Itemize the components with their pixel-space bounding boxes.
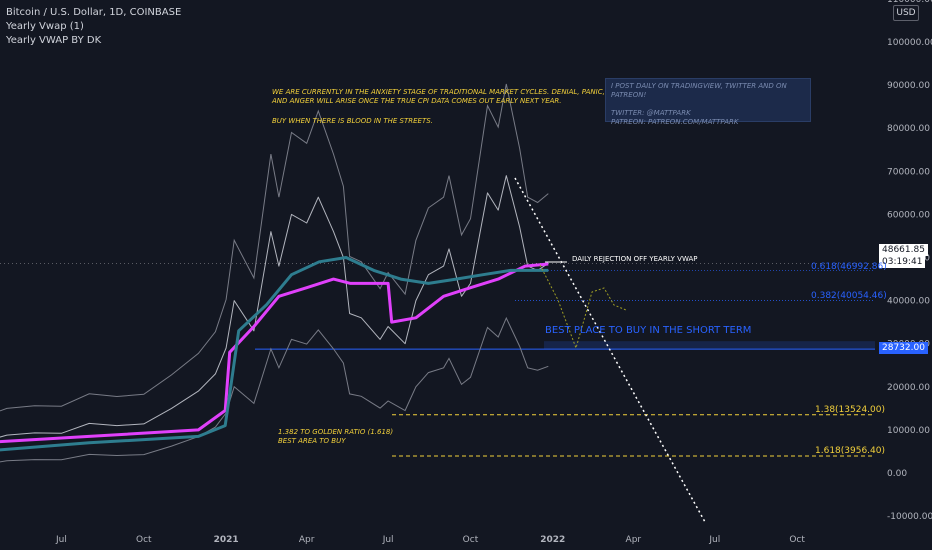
countdown-tag: 03:19:41 (879, 256, 926, 268)
y-tick-label: 70000.00 (887, 167, 930, 177)
blood-note: BUY WHEN THERE IS BLOOD IN THE STREETS. (272, 117, 433, 125)
x-tick-label: Apr (299, 535, 315, 545)
best-place-note: BEST PLACE TO BUY IN THE SHORT TERM (545, 325, 752, 336)
golden-ratio-note: 1.382 TO GOLDEN RATIO (1.618) BEST AREA … (278, 428, 394, 445)
legend-indicator-vwap[interactable]: Yearly Vwap (1) (6, 21, 84, 32)
info-box: I POST DAILY ON TRADINGVIEW, TWITTER AND… (605, 78, 811, 126)
fib-0382-label: 0.382(40054.46) (811, 291, 887, 301)
best-place-zone (544, 341, 875, 350)
y-tick-label: 60000.00 (887, 210, 930, 220)
support-price-tag: 28732.00 (879, 342, 928, 354)
x-tick-label: Apr (626, 535, 642, 545)
vwap-teal-series (0, 256, 549, 452)
upper-band (0, 83, 549, 412)
y-tick-label: 110000.00 (887, 0, 932, 5)
x-tick-label: Oct (136, 535, 152, 545)
fib-138-label: 1.38(13524.00) (815, 405, 886, 415)
projection-path (539, 264, 627, 350)
vwap-magenta-series (0, 262, 549, 444)
x-tick-label: Jul (382, 535, 394, 545)
rejection-note: DAILY REJECTION OFF YEARLY VWAP (572, 255, 698, 263)
legend-title: Bitcoin / U.S. Dollar, 1D, COINBASE (6, 7, 182, 18)
y-tick-label: 100000.00 (887, 38, 932, 48)
x-tick-label: 2021 (214, 535, 239, 545)
legend-indicator-vwap-dk[interactable]: Yearly VWAP BY DK (6, 35, 102, 46)
fib-0618-label: 0.618(46992.86) (811, 262, 887, 272)
y-tick-label: 90000.00 (887, 81, 930, 91)
y-tick-label: 0.00 (887, 469, 907, 479)
x-tick-label: Oct (463, 535, 479, 545)
y-tick-label: -10000.00 (887, 512, 932, 522)
chart-legend: Bitcoin / U.S. Dollar, 1D, COINBASE Year… (6, 6, 181, 48)
fib-1618-label: 1.618(3956.40) (815, 446, 886, 456)
x-tick-label: Jul (708, 535, 720, 545)
y-tick-label: 40000.00 (887, 297, 930, 307)
x-tick-label: Oct (789, 535, 805, 545)
y-tick-label: 10000.00 (887, 426, 930, 436)
trend-line (514, 177, 706, 523)
cycle-note: WE ARE CURRENTLY IN THE ANXIETY STAGE OF… (272, 88, 605, 105)
currency-badge[interactable]: USD (893, 5, 919, 21)
y-tick-label: 20000.00 (887, 383, 930, 393)
lower-band (0, 316, 549, 463)
price-series (0, 175, 549, 438)
y-tick-label: 80000.00 (887, 124, 930, 134)
x-tick-label: Jul (55, 535, 67, 545)
x-tick-label: 2022 (540, 535, 565, 545)
current-price-tag: 48661.85 (879, 244, 928, 256)
